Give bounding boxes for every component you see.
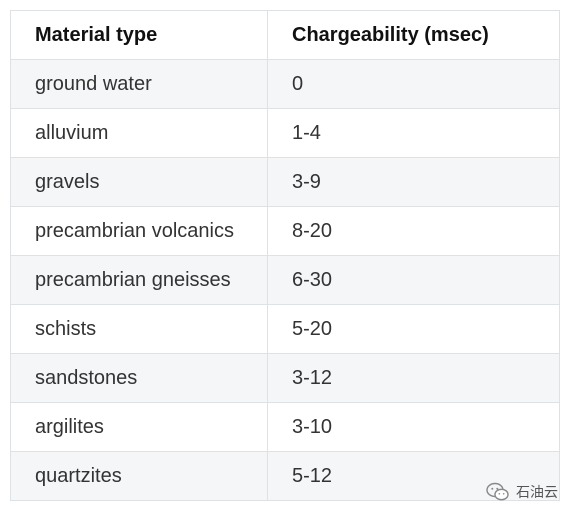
chargeability-cell: 0 xyxy=(267,59,560,109)
table-row: precambrian volcanics 8-20 xyxy=(10,206,560,256)
table-row: ground water 0 xyxy=(10,59,560,109)
chargeability-cell: 3-9 xyxy=(267,157,560,207)
chargeability-table: Material type Chargeability (msec) groun… xyxy=(10,10,560,501)
material-cell: sandstones xyxy=(10,353,268,403)
column-header-chargeability: Chargeability (msec) xyxy=(267,10,560,60)
chargeability-cell: 3-10 xyxy=(267,402,560,452)
material-cell: quartzites xyxy=(10,451,268,501)
table-row: alluvium 1-4 xyxy=(10,108,560,158)
material-cell: precambrian volcanics xyxy=(10,206,268,256)
material-cell: argilites xyxy=(10,402,268,452)
wechat-icon xyxy=(486,482,509,501)
chargeability-cell: 6-30 xyxy=(267,255,560,305)
watermark-text: 石油云 xyxy=(516,485,558,501)
chargeability-cell: 3-12 xyxy=(267,353,560,403)
table-row: quartzites 5-12 xyxy=(10,451,560,501)
table-row: precambrian gneisses 6-30 xyxy=(10,255,560,305)
header-row: Material type Chargeability (msec) xyxy=(10,10,560,60)
material-cell: ground water xyxy=(10,59,268,109)
table-row: gravels 3-9 xyxy=(10,157,560,207)
material-cell: alluvium xyxy=(10,108,268,158)
table-row: argilites 3-10 xyxy=(10,402,560,452)
column-header-material-type: Material type xyxy=(10,10,268,60)
chargeability-cell: 1-4 xyxy=(267,108,560,158)
table-row: schists 5-20 xyxy=(10,304,560,354)
chargeability-cell: 5-12 xyxy=(267,451,560,501)
watermark: 石油云 xyxy=(486,482,558,502)
chargeability-cell: 8-20 xyxy=(267,206,560,256)
material-cell: schists xyxy=(10,304,268,354)
table-row: sandstones 3-12 xyxy=(10,353,560,403)
chargeability-cell: 5-20 xyxy=(267,304,560,354)
material-cell: gravels xyxy=(10,157,268,207)
material-cell: precambrian gneisses xyxy=(10,255,268,305)
